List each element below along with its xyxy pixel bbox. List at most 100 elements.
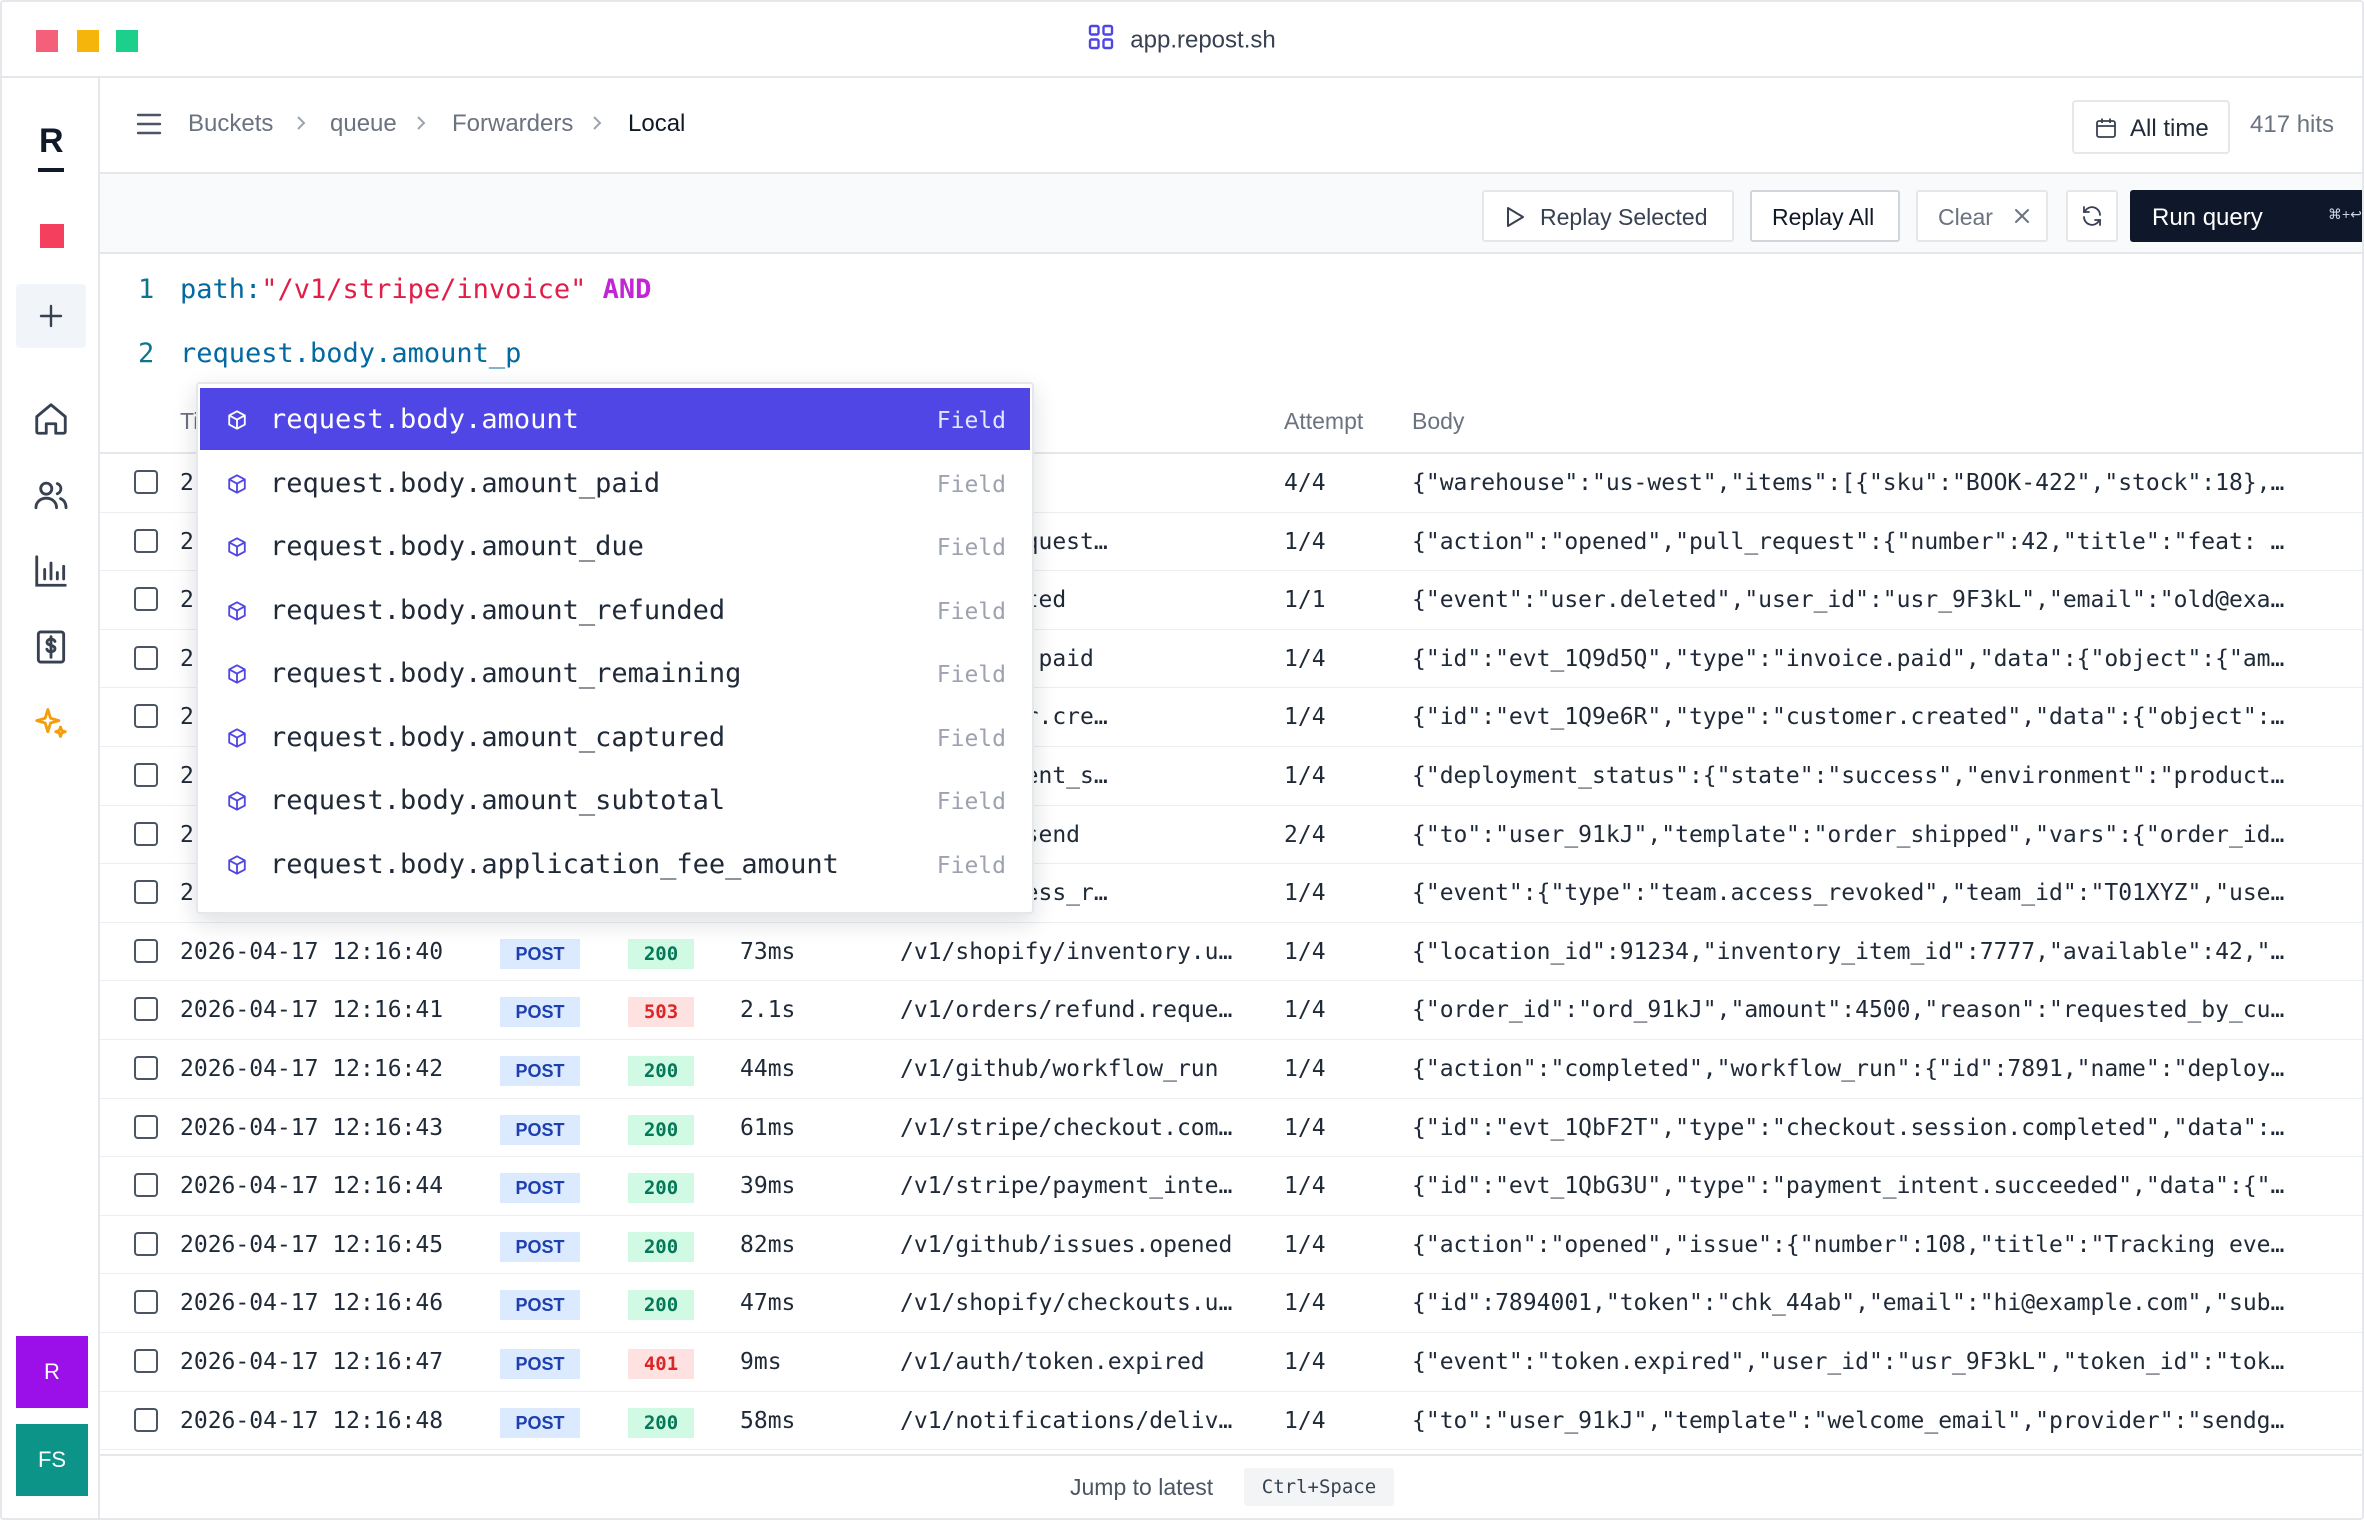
refresh-button[interactable] xyxy=(2066,190,2118,242)
query-toolbar: Replay Selected Replay All Clear Run que… xyxy=(100,174,2362,254)
clear-button[interactable]: Clear xyxy=(1916,190,2048,242)
table-row[interactable]: 2026-04-17 12:16:47 POST 401 9ms/v1/auth/to… xyxy=(100,1333,2362,1392)
users-icon[interactable] xyxy=(32,476,70,519)
autocomplete-item[interactable]: request.body.amount_subtotal Field xyxy=(200,769,1030,831)
row-body: {"to":"user_91kJ","template":"welcome_em… xyxy=(1412,1407,2285,1434)
row-checkbox[interactable] xyxy=(134,880,158,905)
field-cube-icon xyxy=(228,791,246,811)
table-row[interactable]: 2/team.access_r…1/4{"event":{"type":"tea… xyxy=(100,864,2362,923)
run-query-button[interactable]: Run query ⌘+↩ xyxy=(2130,190,2362,242)
autocomplete-item[interactable]: request.body.amount Field xyxy=(200,388,1030,450)
row-time: 2026-04-17 12:16:40 xyxy=(180,938,444,965)
query-field: path: xyxy=(180,274,262,305)
row-path: /v1/notifications/deliv… xyxy=(900,1407,1233,1434)
replay-all-button[interactable]: Replay All xyxy=(1750,190,1900,242)
row-checkbox[interactable] xyxy=(134,528,158,553)
row-time: 2026-04-17 12:16:46 xyxy=(180,1290,444,1317)
row-path: /v1/shopify/checkouts.u… xyxy=(900,1290,1233,1317)
row-duration: 39ms xyxy=(740,1173,796,1200)
column-time[interactable]: Ti xyxy=(180,408,199,434)
replay-all-label: Replay All xyxy=(1772,204,1875,230)
bucket-color-icon[interactable] xyxy=(40,224,64,248)
row-checkbox[interactable] xyxy=(134,997,158,1022)
autocomplete-item[interactable]: request.body.amount_due Field xyxy=(200,515,1030,577)
breadcrumb-forwarders[interactable]: Forwarders xyxy=(452,110,574,137)
breadcrumb-local[interactable]: Local xyxy=(628,110,686,137)
analytics-icon[interactable] xyxy=(32,552,70,595)
row-duration: 82ms xyxy=(740,1231,796,1258)
row-body: {"id":"evt_1QbG3U","type":"payment_inten… xyxy=(1412,1173,2285,1200)
row-checkbox[interactable] xyxy=(134,645,158,670)
row-checkbox[interactable] xyxy=(134,763,158,787)
method-badge: POST xyxy=(500,1290,580,1321)
table-row[interactable]: 2user.deleted1/1{"event":"user.deleted",… xyxy=(100,571,2362,630)
time-range-button[interactable]: All time xyxy=(2072,100,2230,154)
table-row[interactable]: 2026-04-17 12:16:41 POST 503 2.1s/v1/orders… xyxy=(100,981,2362,1040)
app-logo[interactable]: R xyxy=(39,122,64,160)
breadcrumb-buckets[interactable]: Buckets xyxy=(188,110,274,137)
close-window-button[interactable] xyxy=(36,30,58,52)
column-attempt[interactable]: Attempt xyxy=(1284,408,1364,434)
table-row[interactable]: 2tory/sync4/4{"warehouse":"us-west","ite… xyxy=(100,454,2362,513)
sparkles-icon[interactable] xyxy=(32,704,70,747)
hamburger-menu-icon[interactable] xyxy=(136,112,162,141)
status-badge: 200 xyxy=(628,1231,694,1262)
window-title: app.repost.sh xyxy=(2,24,2362,57)
table-row[interactable]: 2ications/send2/4{"to":"user_91kJ","temp… xyxy=(100,806,2362,865)
billing-icon[interactable] xyxy=(32,628,70,671)
table-row[interactable]: 2b/deployment_s…1/4{"deployment_status":… xyxy=(100,747,2362,806)
row-path: /v1/github/issues.opened xyxy=(900,1231,1233,1258)
table-row[interactable]: 2026-04-17 12:16:46 POST 200 47ms/v1/shopif… xyxy=(100,1274,2362,1333)
row-checkbox[interactable] xyxy=(134,1407,158,1432)
autocomplete-item[interactable]: request.body.amount_remaining Field xyxy=(200,642,1030,704)
column-body[interactable]: Body xyxy=(1412,408,1465,434)
autocomplete-item[interactable]: request.body.amount_captured Field xyxy=(200,706,1030,768)
row-checkbox[interactable] xyxy=(134,1290,158,1315)
table-row[interactable]: 2026-04-17 12:16:42 POST 200 44ms/v1/github… xyxy=(100,1040,2362,1099)
row-checkbox[interactable] xyxy=(134,1056,158,1080)
row-checkbox[interactable] xyxy=(134,704,158,729)
breadcrumb-queue[interactable]: queue xyxy=(330,110,397,137)
field-cube-icon xyxy=(228,473,246,494)
table-row[interactable]: 2e/invoice.paid1/4{"id":"evt_1Q9d5Q","ty… xyxy=(100,630,2362,689)
row-time: 2026-04-17 12:16:47 xyxy=(180,1349,444,1375)
workspace-avatar[interactable]: R xyxy=(16,1336,88,1408)
autocomplete-item[interactable]: request.body.application_fee_amount Field xyxy=(200,833,1030,895)
table-row[interactable]: 2026-04-17 12:16:43 POST 200 61ms/v1/stripe… xyxy=(100,1099,2362,1158)
refresh-icon xyxy=(2083,206,2101,226)
row-checkbox[interactable] xyxy=(134,470,158,494)
query-line-2[interactable]: request.body.amount_p xyxy=(180,338,522,369)
row-checkbox[interactable] xyxy=(134,587,158,612)
row-checkbox[interactable] xyxy=(134,1231,158,1256)
home-icon[interactable] xyxy=(32,400,70,443)
row-duration: 61ms xyxy=(740,1114,796,1141)
maximize-window-button[interactable] xyxy=(116,30,138,52)
add-button[interactable] xyxy=(16,284,86,348)
row-checkbox[interactable] xyxy=(134,1114,158,1139)
field-cube-icon xyxy=(228,537,246,557)
table-row[interactable]: 2026-04-17 12:16:48 POST 200 58ms/v1/notifi… xyxy=(100,1392,2362,1451)
autocomplete-item[interactable]: request.body.amount_paid Field xyxy=(200,452,1030,514)
table-row[interactable]: 2e/customer.cre…1/4{"id":"evt_1Q9e6R","t… xyxy=(100,688,2362,747)
row-time: 2 xyxy=(180,528,194,555)
autocomplete-item[interactable]: request.body.amount_refunded Field xyxy=(200,579,1030,641)
row-duration: 47ms xyxy=(740,1290,796,1317)
status-badge: 200 xyxy=(628,938,694,969)
jump-to-latest-link[interactable]: Jump to latest xyxy=(1070,1474,1214,1500)
user-avatar[interactable]: FS xyxy=(16,1424,88,1496)
minimize-window-button[interactable] xyxy=(77,30,99,52)
query-editor[interactable]: 1 path:"/v1/stripe/invoice" AND 2 reques… xyxy=(100,254,2362,388)
table-row[interactable]: 2026-04-17 12:16:40 POST 200 73ms/v1/shopif… xyxy=(100,923,2362,982)
query-line-1[interactable]: path:"/v1/stripe/invoice" AND xyxy=(180,274,651,305)
row-checkbox[interactable] xyxy=(134,1173,158,1198)
row-checkbox[interactable] xyxy=(134,938,158,963)
row-checkbox[interactable] xyxy=(134,1349,158,1373)
table-row[interactable]: 2026-04-17 12:16:45 POST 200 82ms/v1/github… xyxy=(100,1216,2362,1275)
field-cube-icon xyxy=(228,727,246,748)
table-row[interactable]: 2026-04-17 12:16:44 POST 200 39ms/v1/stripe… xyxy=(100,1157,2362,1216)
row-duration: 58ms xyxy=(740,1407,796,1434)
row-checkbox[interactable] xyxy=(134,821,158,846)
replay-selected-button[interactable]: Replay Selected xyxy=(1482,190,1734,242)
table-row[interactable]: 2b/pull_request…1/4{"action":"opened","p… xyxy=(100,513,2362,572)
row-body: {"id":"evt_1QbF2T","type":"checkout.sess… xyxy=(1412,1114,2285,1141)
